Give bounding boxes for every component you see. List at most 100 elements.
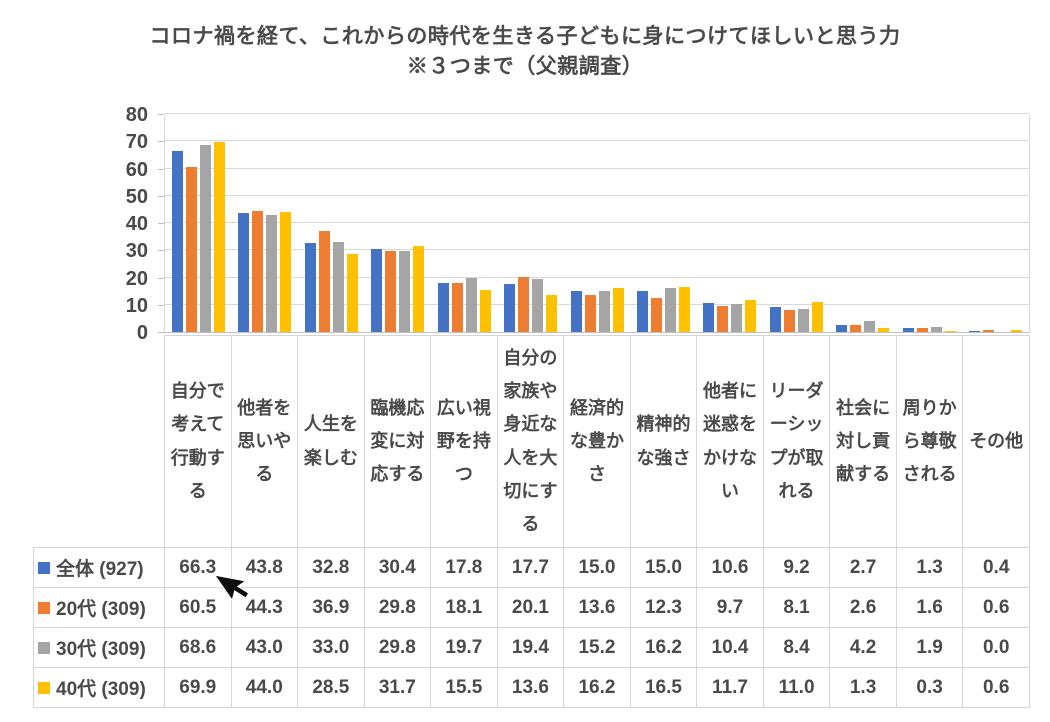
value-cell: 8.1 bbox=[762, 587, 831, 628]
value-cell: 32.8 bbox=[297, 547, 365, 588]
chart-subtitle: ※３つまで（父親調査） bbox=[406, 55, 644, 78]
bar bbox=[878, 328, 890, 332]
value-cell: 1.3 bbox=[895, 547, 964, 588]
bar bbox=[371, 249, 383, 332]
bar bbox=[465, 278, 477, 332]
value-cell: 4.2 bbox=[829, 627, 897, 668]
bar bbox=[944, 331, 956, 332]
bar bbox=[864, 321, 876, 332]
legend-cell: 全体 (927) bbox=[33, 547, 165, 588]
category-header-cell: 経済的な豊かさ bbox=[563, 335, 631, 548]
series-name: 全体 (927) bbox=[56, 559, 144, 580]
bar-group bbox=[763, 115, 829, 332]
value-cell: 43.8 bbox=[230, 547, 299, 588]
chart-container: 0 10 20 30 40 50 60 70 80 自分で考えて行動する 他者を思いやる 人生を楽し… bbox=[33, 104, 1030, 708]
bar bbox=[769, 307, 781, 332]
bar bbox=[199, 145, 211, 332]
value-cell: 44.3 bbox=[230, 587, 299, 628]
y-axis-tick bbox=[158, 332, 164, 333]
value-cell: 1.3 bbox=[829, 667, 897, 708]
bar-group bbox=[896, 115, 962, 332]
value-cell: 15.0 bbox=[629, 547, 698, 588]
value-cell: 15.0 bbox=[563, 547, 631, 588]
category-header-cell: 周りから尊敬される bbox=[895, 335, 964, 548]
bar-group bbox=[630, 115, 696, 332]
bar bbox=[584, 295, 596, 332]
bar-group bbox=[231, 115, 297, 332]
bar-group bbox=[298, 115, 364, 332]
value-cell: 43.0 bbox=[230, 627, 299, 668]
value-cell: 68.6 bbox=[164, 627, 232, 668]
y-axis-tick bbox=[158, 277, 164, 279]
bar-group bbox=[564, 115, 630, 332]
bar bbox=[836, 325, 848, 332]
category-header-cell: リーダーシップが取れる bbox=[762, 335, 831, 548]
legend-swatch-icon bbox=[38, 681, 50, 694]
value-cell: 18.1 bbox=[430, 587, 498, 628]
legend-swatch-icon bbox=[38, 601, 50, 614]
bar bbox=[717, 306, 729, 332]
category-header-cell: 自分で考えて行動する bbox=[164, 335, 232, 548]
gridline bbox=[165, 167, 1029, 169]
gridline bbox=[165, 113, 1029, 114]
gridline bbox=[165, 140, 1029, 142]
value-cell: 11.0 bbox=[762, 667, 831, 708]
value-cell: 13.6 bbox=[563, 587, 631, 628]
bar bbox=[902, 328, 914, 332]
table-row: 全体 (927) 66.3 43.8 32.8 30.4 17.8 17.7 15.0 15.0… bbox=[33, 547, 1030, 588]
legend-cell: 30代 (309) bbox=[33, 627, 165, 668]
value-cell: 13.6 bbox=[496, 667, 565, 708]
value-cell: 44.0 bbox=[230, 667, 299, 708]
y-axis-tick bbox=[158, 223, 164, 224]
y-axis: 0 10 20 30 40 50 60 70 80 bbox=[33, 104, 164, 344]
value-cell: 69.9 bbox=[164, 667, 232, 708]
bar-group bbox=[697, 115, 763, 332]
bar bbox=[399, 251, 411, 332]
series-name: 40代 (309) bbox=[56, 679, 146, 700]
bar bbox=[811, 302, 823, 332]
value-cell: 15.5 bbox=[430, 667, 498, 708]
chart-row: 0 10 20 30 40 50 60 70 80 bbox=[33, 104, 1030, 344]
bar-group bbox=[497, 115, 563, 332]
category-header-cell: 人生を楽しむ bbox=[297, 335, 365, 548]
y-axis-tick bbox=[158, 250, 164, 252]
bar bbox=[332, 242, 344, 332]
value-cell: 19.4 bbox=[496, 627, 565, 668]
bar bbox=[304, 243, 316, 332]
value-cell: 10.6 bbox=[696, 547, 764, 588]
y-axis-tick bbox=[158, 141, 164, 143]
category-header-cell: 臨機応変に対応する bbox=[363, 335, 432, 548]
value-cell: 0.6 bbox=[962, 587, 1030, 628]
plot-area bbox=[164, 113, 1030, 333]
bar bbox=[437, 283, 449, 332]
category-header-cell: その他 bbox=[962, 335, 1030, 548]
value-cell: 11.7 bbox=[696, 667, 764, 708]
series-name: 30代 (309) bbox=[56, 639, 146, 660]
bar bbox=[679, 287, 691, 332]
bar bbox=[703, 303, 715, 332]
value-cell: 9.7 bbox=[696, 587, 764, 628]
y-axis-label: 10 bbox=[125, 294, 148, 317]
value-cell: 8.4 bbox=[762, 627, 831, 668]
bar bbox=[451, 283, 463, 332]
value-cell: 15.2 bbox=[563, 627, 631, 668]
y-axis-label: 50 bbox=[125, 185, 148, 208]
y-axis-label: 70 bbox=[125, 131, 148, 154]
legend-entry: 30代 (309) bbox=[38, 634, 164, 661]
value-cell: 20.1 bbox=[496, 587, 565, 628]
series-name: 20代 (309) bbox=[56, 599, 146, 620]
bar-group bbox=[963, 115, 1029, 332]
bar-group bbox=[431, 115, 497, 332]
value-cell: 19.7 bbox=[430, 627, 498, 668]
gridline bbox=[165, 194, 1029, 196]
bar bbox=[637, 291, 649, 332]
bar bbox=[850, 325, 862, 332]
bar bbox=[598, 291, 610, 332]
value-cell: 16.5 bbox=[629, 667, 698, 708]
value-cell: 0.0 bbox=[962, 627, 1030, 668]
bar bbox=[731, 304, 743, 332]
y-axis-label: 30 bbox=[125, 240, 148, 263]
bar bbox=[546, 295, 558, 332]
value-cell: 1.9 bbox=[895, 627, 964, 668]
